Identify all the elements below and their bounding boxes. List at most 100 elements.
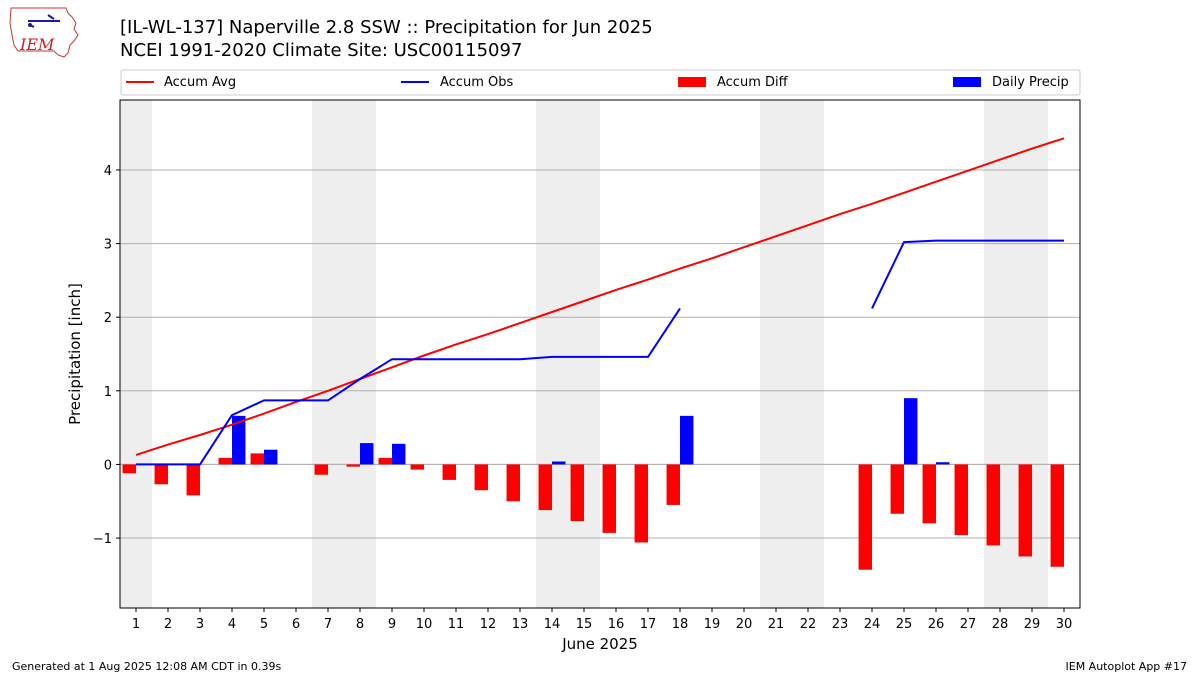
accum-diff-bar-11 bbox=[442, 464, 456, 480]
x-tick-label-21: 21 bbox=[768, 617, 785, 632]
weekend-band-1 bbox=[120, 100, 152, 608]
legend-label-accum-diff: Accum Diff bbox=[717, 75, 789, 90]
y-tick-label-2: 2 bbox=[104, 311, 112, 326]
accum-diff-bar-4 bbox=[218, 457, 232, 465]
legend-item-accum-diff: Accum Diff bbox=[678, 75, 789, 90]
weekend-band-8 bbox=[344, 100, 376, 608]
x-tick-label-7: 7 bbox=[324, 617, 332, 632]
weekend-band-7 bbox=[312, 100, 344, 608]
accum-diff-bar-7 bbox=[314, 464, 328, 475]
app-label: IEM Autoplot App #17 bbox=[1065, 660, 1188, 673]
x-tick-label-23: 23 bbox=[832, 617, 849, 632]
legend-item-daily-precip: Daily Precip bbox=[953, 75, 1069, 90]
weekend-shading bbox=[120, 100, 1048, 608]
accum-diff-bar-17 bbox=[634, 464, 648, 543]
weekend-band-22 bbox=[792, 100, 824, 608]
legend-label-accum-obs: Accum Obs bbox=[440, 75, 513, 90]
legend-frame bbox=[120, 69, 1081, 96]
x-tick-label-25: 25 bbox=[896, 617, 913, 632]
daily-precip-bar-14 bbox=[552, 461, 566, 465]
x-tick-label-12: 12 bbox=[480, 617, 497, 632]
accum-avg-line-segment-0 bbox=[135, 137, 1065, 456]
accum-diff-bar-5 bbox=[250, 453, 264, 465]
x-axis-label: June 2025 bbox=[561, 635, 638, 653]
bars bbox=[122, 398, 1064, 570]
x-tick-label-2: 2 bbox=[164, 617, 172, 632]
generated-timestamp: Generated at 1 Aug 2025 12:08 AM CDT in … bbox=[12, 660, 282, 673]
y-axis-label: Precipitation [inch] bbox=[66, 283, 84, 425]
accum-diff-bar-14 bbox=[538, 464, 552, 511]
legend-swatch-accum-diff bbox=[678, 77, 706, 87]
lines bbox=[135, 137, 1065, 466]
daily-precip-bar-8 bbox=[360, 443, 374, 465]
x-tick-label-29: 29 bbox=[1024, 617, 1041, 632]
accum-diff-bar-10 bbox=[410, 464, 424, 470]
legend-label-daily-precip: Daily Precip bbox=[992, 75, 1069, 90]
legend-item-accum-avg: Accum Avg bbox=[126, 75, 236, 90]
accum-obs-line-segment-0 bbox=[136, 307, 681, 466]
iem-logo: IEM bbox=[8, 5, 80, 59]
accum-diff-bar-26 bbox=[922, 464, 936, 524]
accum-diff-bar-9 bbox=[378, 457, 392, 465]
gridlines bbox=[120, 169, 1080, 539]
chart-subtitle: NCEI 1991-2020 Climate Site: USC00115097 bbox=[120, 40, 523, 61]
x-tick-label-3: 3 bbox=[196, 617, 204, 632]
accum-diff-bar-25 bbox=[890, 464, 904, 514]
accum-diff-bar-1 bbox=[122, 464, 136, 474]
accum-diff-bar-13 bbox=[506, 464, 520, 502]
weekend-band-15 bbox=[568, 100, 600, 608]
x-tick-label-10: 10 bbox=[416, 617, 433, 632]
accum-diff-bar-2 bbox=[154, 464, 168, 485]
x-tick-label-8: 8 bbox=[356, 617, 364, 632]
x-ticks: 1 2 3 4 5 6 7 8 9 10 11 12 13 14 15 16 17 18 19 20 21 22 23 24 2… bbox=[132, 608, 1072, 632]
x-tick-label-18: 18 bbox=[672, 617, 689, 632]
x-tick-label-22: 22 bbox=[800, 617, 817, 632]
daily-precip-bar-26 bbox=[936, 462, 950, 465]
x-tick-label-26: 26 bbox=[928, 617, 945, 632]
accum-diff-bar-16 bbox=[602, 464, 616, 533]
accum-diff-bar-29 bbox=[1018, 464, 1032, 557]
daily-precip-bar-25 bbox=[904, 398, 918, 465]
y-tick-label--1: −1 bbox=[93, 532, 112, 547]
accum-diff-bar-27 bbox=[954, 464, 968, 536]
accum-diff-bar-18 bbox=[666, 464, 680, 505]
legend-swatch-daily-precip bbox=[953, 77, 981, 87]
x-tick-label-17: 17 bbox=[640, 617, 657, 632]
x-tick-label-1: 1 bbox=[132, 617, 140, 632]
daily-precip-bar-9 bbox=[392, 443, 406, 465]
y-ticks: −1 0 1 2 3 4 bbox=[93, 164, 120, 547]
x-tick-label-19: 19 bbox=[704, 617, 721, 632]
y-tick-label-0: 0 bbox=[104, 458, 112, 473]
accum-diff-bar-24 bbox=[858, 464, 872, 570]
legend-item-accum-obs: Accum Obs bbox=[401, 75, 513, 90]
accum-diff-bar-15 bbox=[570, 464, 584, 522]
accum-diff-bar-28 bbox=[986, 464, 1000, 546]
weekend-band-21 bbox=[760, 100, 792, 608]
accum-obs-line-segment-1 bbox=[871, 239, 1064, 309]
iem-logo-icon: IEM bbox=[9, 7, 79, 58]
x-tick-label-16: 16 bbox=[608, 617, 625, 632]
iem-logo-text: IEM bbox=[19, 35, 55, 54]
plot-frame bbox=[119, 99, 1081, 609]
x-tick-label-4: 4 bbox=[228, 617, 236, 632]
x-tick-label-6: 6 bbox=[292, 617, 300, 632]
daily-precip-bar-4 bbox=[232, 415, 246, 465]
x-tick-label-11: 11 bbox=[448, 617, 465, 632]
legend-label-accum-avg: Accum Avg bbox=[164, 75, 236, 90]
x-tick-label-15: 15 bbox=[576, 617, 593, 632]
accum-diff-bar-8 bbox=[346, 464, 360, 467]
y-tick-label-1: 1 bbox=[104, 385, 112, 400]
weekend-band-14 bbox=[536, 100, 568, 608]
x-tick-label-5: 5 bbox=[260, 617, 268, 632]
x-tick-label-28: 28 bbox=[992, 617, 1009, 632]
accum-diff-bar-30 bbox=[1050, 464, 1064, 567]
accum-diff-bar-12 bbox=[474, 464, 488, 491]
y-tick-label-3: 3 bbox=[104, 238, 112, 253]
x-tick-label-20: 20 bbox=[736, 617, 753, 632]
daily-precip-bar-18 bbox=[680, 415, 694, 465]
x-tick-label-13: 13 bbox=[512, 617, 529, 632]
daily-precip-bar-5 bbox=[264, 449, 278, 465]
x-tick-label-30: 30 bbox=[1056, 617, 1073, 632]
accum-diff-bar-3 bbox=[186, 464, 200, 496]
